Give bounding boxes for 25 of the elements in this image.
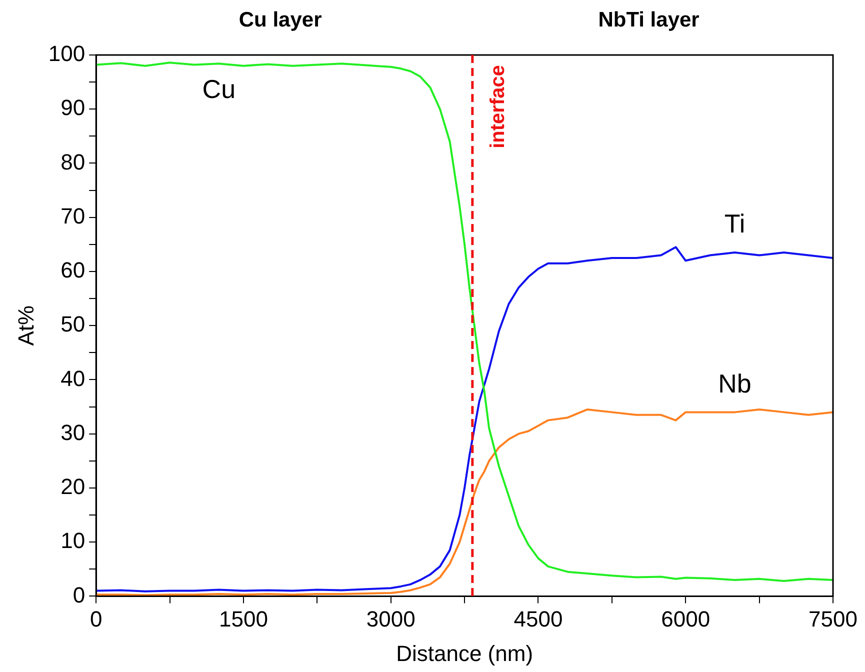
y-tick-label: 80 — [60, 149, 86, 174]
y-axis-title: At% — [13, 305, 38, 346]
series-label: Ti — [724, 208, 746, 239]
x-tick-label: 6000 — [661, 606, 710, 632]
y-tick-label: 30 — [60, 420, 86, 445]
x-tick-label: 0 — [90, 606, 102, 632]
y-tick-label: 0 — [72, 582, 86, 608]
y-tick-label: 60 — [60, 258, 86, 283]
y-tick-label: 70 — [60, 203, 86, 228]
y-tick-label: 10 — [60, 528, 86, 554]
x-tick-label: 3000 — [366, 606, 416, 632]
y-tick-label: 50 — [60, 312, 86, 337]
x-tick-label: 7500 — [808, 606, 858, 632]
x-tick-label: 1500 — [219, 606, 268, 632]
series-label: Nb — [718, 368, 752, 398]
y-tick-label: 100 — [48, 41, 86, 66]
series-label: Cu — [202, 74, 236, 104]
x-axis-title: Distance (nm) — [396, 640, 534, 666]
y-tick-label: 20 — [60, 474, 86, 500]
x-tick-label: 4500 — [514, 606, 563, 632]
y-tick-label: 90 — [60, 95, 86, 120]
text: NbTi layer — [598, 8, 700, 32]
y-tick-label: 40 — [60, 366, 86, 391]
text: Cu layer — [238, 8, 322, 32]
ref-line-label: interface — [486, 65, 509, 148]
